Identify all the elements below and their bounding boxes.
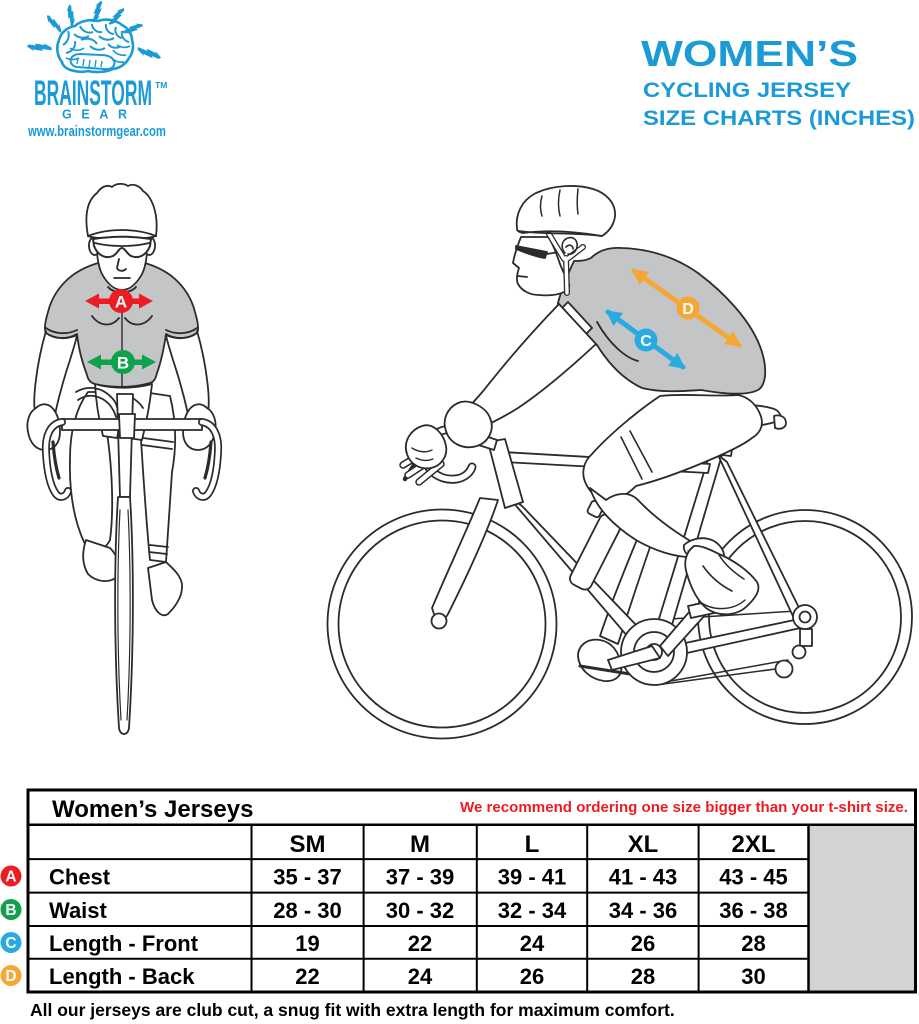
- svg-text:A: A: [5, 869, 16, 886]
- svg-text:28: 28: [631, 964, 655, 989]
- svg-text:Length - Front: Length - Front: [49, 931, 199, 956]
- svg-text:35 - 37: 35 - 37: [273, 865, 342, 890]
- svg-text:28: 28: [741, 931, 765, 956]
- svg-text:CYCLING JERSEY: CYCLING JERSEY: [643, 78, 851, 102]
- svg-text:19: 19: [295, 931, 319, 956]
- svg-text:22: 22: [295, 964, 319, 989]
- svg-text:32 - 34: 32 - 34: [498, 898, 567, 923]
- svg-text:28 - 30: 28 - 30: [273, 898, 342, 923]
- svg-text:26: 26: [520, 964, 544, 989]
- svg-text:37 - 39: 37 - 39: [386, 865, 455, 890]
- svg-text:L: L: [525, 831, 540, 858]
- svg-text:B: B: [5, 902, 16, 919]
- svg-text:22: 22: [408, 931, 432, 956]
- svg-text:26: 26: [631, 931, 655, 956]
- svg-text:SIZE CHARTS (INCHES): SIZE CHARTS (INCHES): [643, 106, 915, 130]
- svg-text:www.brainstormgear.com: www.brainstormgear.com: [27, 124, 166, 140]
- svg-text:BRAINSTORM: BRAINSTORM: [34, 74, 152, 113]
- svg-text:Length - Back: Length - Back: [49, 964, 195, 989]
- svg-text:Chest: Chest: [49, 865, 111, 890]
- svg-text:24: 24: [408, 964, 433, 989]
- svg-text:Women’s Jerseys: Women’s Jerseys: [52, 796, 253, 823]
- svg-text:34 - 36: 34 - 36: [609, 898, 678, 923]
- svg-text:C: C: [5, 935, 16, 952]
- svg-text:24: 24: [520, 931, 545, 956]
- svg-text:30 - 32: 30 - 32: [386, 898, 455, 923]
- svg-text:2XL: 2XL: [731, 831, 775, 858]
- svg-text:D: D: [5, 968, 16, 985]
- svg-text:C: C: [640, 333, 652, 350]
- svg-text:TM: TM: [155, 80, 167, 90]
- svg-text:30: 30: [741, 964, 765, 989]
- svg-text:43 - 45: 43 - 45: [719, 865, 788, 890]
- svg-text:All our jerseys are club cut,: All our jerseys are club cut, a snug fit…: [30, 1000, 675, 1020]
- svg-text:XL: XL: [628, 831, 659, 858]
- svg-text:M: M: [410, 831, 430, 858]
- svg-text:D: D: [682, 301, 694, 318]
- svg-text:WOMEN’S: WOMEN’S: [641, 33, 858, 74]
- svg-text:SM: SM: [290, 831, 326, 858]
- svg-text:We recommend ordering one size: We recommend ordering one size bigger th…: [460, 799, 908, 816]
- svg-text:41 - 43: 41 - 43: [609, 865, 678, 890]
- svg-text:39 - 41: 39 - 41: [498, 865, 567, 890]
- svg-text:Waist: Waist: [49, 898, 108, 923]
- svg-text:36 - 38: 36 - 38: [719, 898, 788, 923]
- svg-text:A: A: [115, 293, 127, 312]
- svg-text:B: B: [117, 354, 129, 373]
